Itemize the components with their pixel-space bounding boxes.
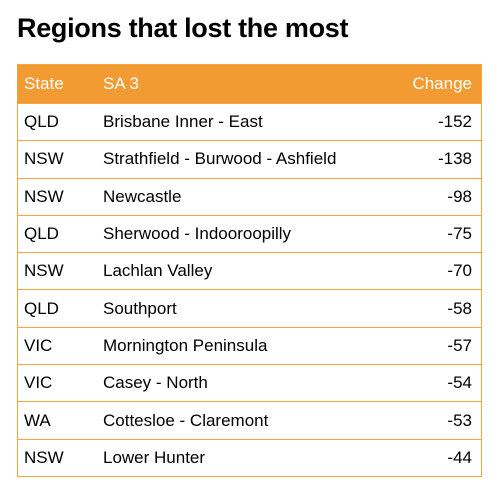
table-header-row: State SA 3 Change (18, 65, 481, 103)
table-row: WA Cottesloe - Claremont -53 (18, 401, 481, 438)
table-body: QLD Brisbane Inner - East -152 NSW Strathfie… (18, 103, 481, 476)
table-row: NSW Strathfield - Burwood - Ashfield -138 (18, 140, 481, 177)
cell-sa3: Cottesloe - Claremont (103, 410, 269, 430)
table-row: VIC Casey - North -54 (18, 364, 481, 401)
cell-change: -152 (437, 112, 472, 132)
cell-sa3: Lower Hunter (103, 447, 206, 467)
column-header-change: Change (412, 74, 472, 93)
cell-change: -70 (447, 261, 472, 281)
cell-change: -44 (447, 447, 472, 467)
cell-sa3: Strathfield - Burwood - Ashfield (103, 149, 337, 169)
table-row: QLD Sherwood - Indooroopilly -75 (18, 214, 481, 252)
page-title: Regions that lost the most (17, 13, 349, 43)
cell-sa3: Lachlan Valley (103, 261, 213, 281)
cell-sa3: Southport (103, 298, 177, 318)
column-header-sa3: SA 3 (103, 74, 139, 93)
cell-change: -58 (447, 298, 472, 318)
cell-change: -57 (447, 335, 472, 355)
cell-state: WA (24, 410, 51, 430)
cell-state: NSW (24, 261, 64, 281)
table-row: NSW Newcastle -98 (18, 177, 481, 215)
column-header-state: State (24, 74, 64, 93)
cell-change: -75 (447, 224, 472, 244)
cell-sa3: Casey - North (103, 373, 208, 393)
cell-sa3: Newcastle (103, 186, 182, 206)
table-row: NSW Lachlan Valley -70 (18, 252, 481, 289)
cell-state: QLD (24, 112, 59, 132)
cell-change: -138 (437, 149, 472, 169)
cell-state: QLD (24, 298, 59, 318)
cell-change: -53 (447, 410, 472, 430)
table-row: QLD Southport -58 (18, 289, 481, 326)
cell-sa3: Sherwood - Indooroopilly (103, 224, 292, 244)
table-row: VIC Mornington Peninsula -57 (18, 326, 481, 364)
regions-table: State SA 3 Change QLD Brisbane Inner - Ea… (17, 64, 482, 477)
cell-state: QLD (24, 224, 59, 244)
cell-change: -54 (447, 373, 472, 393)
table-row: NSW Lower Hunter -44 (18, 438, 481, 476)
cell-state: NSW (24, 186, 64, 206)
cell-state: VIC (24, 373, 53, 393)
cell-state: NSW (24, 149, 64, 169)
table-row: QLD Brisbane Inner - East -152 (18, 103, 481, 140)
cell-state: NSW (24, 447, 64, 467)
cell-state: VIC (24, 335, 53, 355)
cell-sa3: Brisbane Inner - East (103, 112, 263, 132)
cell-sa3: Mornington Peninsula (103, 335, 268, 355)
cell-change: -98 (447, 186, 472, 206)
